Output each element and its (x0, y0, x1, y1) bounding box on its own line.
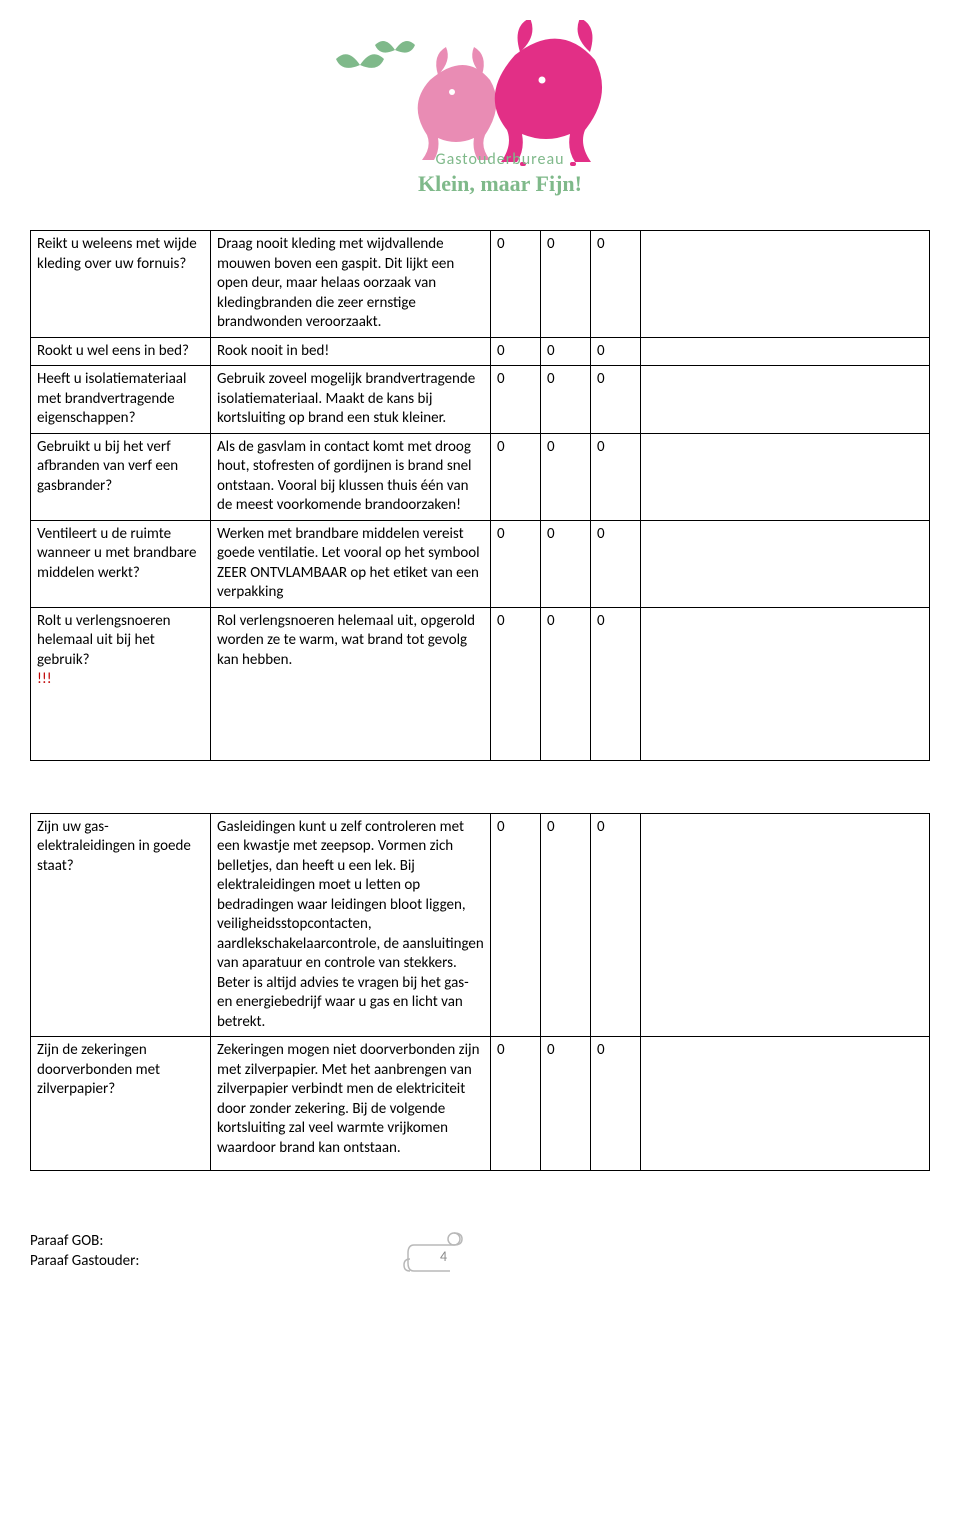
paraaf-gob-label: Paraaf GOB: (30, 1231, 930, 1251)
question-cell: Ventileert u de ruimte wanneer u met bra… (31, 520, 211, 607)
answer-cell: Gasleidingen kunt u zelf controleren met… (211, 813, 491, 1037)
answer-cell: Draag nooit kleding met wijdvallende mou… (211, 231, 491, 338)
notes-cell (641, 607, 930, 760)
table-row: Heeft u isolatiemateriaal met brandvertr… (31, 366, 930, 434)
table-row: Rolt u verlengsnoeren helemaal uit bij h… (31, 607, 930, 760)
notes-cell (641, 520, 930, 607)
answer-cell: Rook nooit in bed! (211, 337, 491, 366)
notes-cell (641, 813, 930, 1037)
question-text: Ventileert u de ruimte wanneer u met bra… (37, 525, 196, 582)
score-cell: 0 (591, 433, 641, 520)
notes-cell (641, 337, 930, 366)
logo-block: Gastouderbureau Klein, maar Fijn! (30, 20, 930, 220)
score-cell: 0 (541, 231, 591, 338)
logo-title: Klein, maar Fijn! (360, 171, 640, 197)
table-row: Rookt u wel eens in bed? Rook nooit in be… (31, 337, 930, 366)
score-cell: 0 (491, 607, 541, 760)
answer-cell: Als de gasvlam in contact komt met droog… (211, 433, 491, 520)
question-text: Gebruikt u bij het verf afbranden van ve… (37, 438, 178, 495)
score-cell: 0 (491, 433, 541, 520)
question-cell: Rolt u verlengsnoeren helemaal uit bij h… (31, 607, 211, 760)
answer-cell: Gebruik zoveel mogelijk brandvertragende… (211, 366, 491, 434)
question-text: Rolt u verlengsnoeren helemaal uit bij h… (37, 612, 171, 669)
score-cell: 0 (541, 520, 591, 607)
logo-subtitle: Gastouderbureau (360, 150, 640, 169)
score-cell: 0 (591, 366, 641, 434)
question-cell: Gebruikt u bij het verf afbranden van ve… (31, 433, 211, 520)
score-cell: 0 (491, 813, 541, 1037)
question-cell: Reikt u weleens met wijde kleding over u… (31, 231, 211, 338)
score-cell: 0 (491, 1037, 541, 1171)
question-text: Reikt u weleens met wijde kleding over u… (37, 235, 197, 273)
score-cell: 0 (491, 520, 541, 607)
score-cell: 0 (541, 366, 591, 434)
question-text: Zijn uw gas- elektraleidingen in goede s… (37, 818, 191, 875)
question-text: Heeft u isolatiemateriaal met brandvertr… (37, 370, 186, 427)
question-text: Rookt u wel eens in bed? (37, 342, 189, 360)
question-cell: Rookt u wel eens in bed? (31, 337, 211, 366)
safety-table-2: Zijn uw gas- elektraleidingen in goede s… (30, 813, 930, 1171)
page-number-scroll: 4 (400, 1227, 480, 1275)
score-cell: 0 (491, 231, 541, 338)
answer-cell: Rol verlengsnoeren helemaal uit, opgerol… (211, 607, 491, 760)
score-cell: 0 (541, 433, 591, 520)
notes-cell (641, 366, 930, 434)
score-cell: 0 (491, 337, 541, 366)
score-cell: 0 (591, 231, 641, 338)
notes-cell (641, 433, 930, 520)
score-cell: 0 (591, 520, 641, 607)
table-row: Zijn uw gas- elektraleidingen in goede s… (31, 813, 930, 1037)
notes-cell (641, 231, 930, 338)
score-cell: 0 (541, 1037, 591, 1171)
page-footer: Paraaf GOB: Paraaf Gastouder: 4 (30, 1231, 930, 1272)
warning-mark: !!! (37, 670, 52, 688)
answer-cell: Werken met brandbare middelen vereist go… (211, 520, 491, 607)
score-cell: 0 (541, 607, 591, 760)
score-cell: 0 (591, 1037, 641, 1171)
table-row: Reikt u weleens met wijde kleding over u… (31, 231, 930, 338)
score-cell: 0 (541, 337, 591, 366)
question-text: Zijn de zekeringen doorverbonden met zil… (37, 1041, 160, 1098)
paraaf-gastouder-label: Paraaf Gastouder: (30, 1251, 930, 1271)
score-cell: 0 (591, 337, 641, 366)
safety-table-1: Reikt u weleens met wijde kleding over u… (30, 230, 930, 761)
score-cell: 0 (491, 366, 541, 434)
score-cell: 0 (541, 813, 591, 1037)
notes-cell (641, 1037, 930, 1171)
question-cell: Zijn de zekeringen doorverbonden met zil… (31, 1037, 211, 1171)
score-cell: 0 (591, 813, 641, 1037)
question-cell: Zijn uw gas- elektraleidingen in goede s… (31, 813, 211, 1037)
score-cell: 0 (591, 607, 641, 760)
question-cell: Heeft u isolatiemateriaal met brandvertr… (31, 366, 211, 434)
page-number: 4 (440, 1248, 447, 1265)
table-row: Zijn de zekeringen doorverbonden met zil… (31, 1037, 930, 1171)
table-row: Ventileert u de ruimte wanneer u met bra… (31, 520, 930, 607)
table-row: Gebruikt u bij het verf afbranden van ve… (31, 433, 930, 520)
answer-cell: Zekeringen mogen niet doorverbonden zijn… (211, 1037, 491, 1171)
